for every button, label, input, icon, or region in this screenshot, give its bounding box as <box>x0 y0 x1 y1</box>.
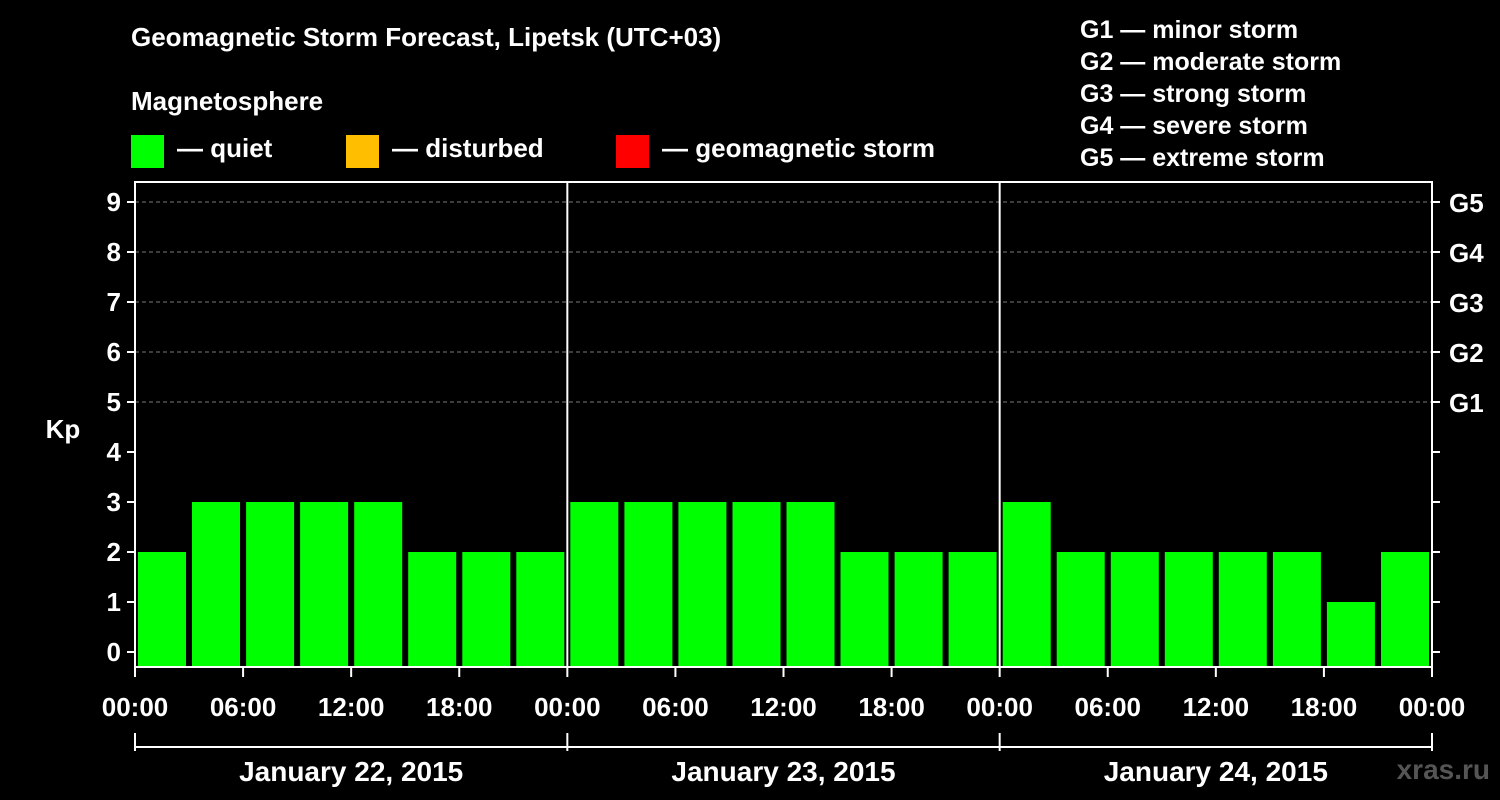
legend-swatch-storm <box>616 135 649 168</box>
y-tick-label: 6 <box>107 337 121 367</box>
x-tick-label: 06:00 <box>642 692 709 722</box>
legend-label-storm: — geomagnetic storm <box>662 133 936 163</box>
y-tick-label: 2 <box>107 537 121 567</box>
chart-title: Geomagnetic Storm Forecast, Lipetsk (UTC… <box>131 22 722 52</box>
day-label: January 24, 2015 <box>1104 756 1328 787</box>
kp-bar <box>570 502 619 667</box>
g-level-label: G5 <box>1449 188 1484 218</box>
kp-bar <box>1326 602 1375 667</box>
watermark: xras.ru <box>1396 754 1490 785</box>
storm-level-g3: G3 — strong storm <box>1080 80 1307 108</box>
legend-swatch-disturbed <box>346 135 379 168</box>
kp-bar <box>840 552 889 667</box>
kp-bar <box>138 552 186 667</box>
kp-bar <box>678 502 727 667</box>
kp-bar <box>300 502 349 667</box>
y-axis-label: Kp <box>46 414 81 444</box>
kp-bar <box>948 552 997 667</box>
kp-bar <box>1218 552 1267 667</box>
magnetosphere-heading: Magnetosphere <box>131 86 324 116</box>
kp-bar <box>516 552 565 667</box>
y-tick-label: 4 <box>107 437 122 467</box>
x-tick-label: 06:00 <box>1075 692 1142 722</box>
g-level-label: G4 <box>1449 238 1484 268</box>
kp-bar <box>1272 552 1321 667</box>
kp-bar <box>192 502 240 667</box>
x-tick-label: 12:00 <box>750 692 817 722</box>
kp-bar <box>246 502 295 667</box>
x-tick-label: 06:00 <box>210 692 277 722</box>
y-tick-label: 9 <box>107 187 121 217</box>
y-tick-label: 5 <box>107 387 121 417</box>
kp-bar <box>462 552 511 667</box>
x-tick-label: 12:00 <box>1183 692 1250 722</box>
storm-level-g4: G4 — severe storm <box>1080 112 1308 140</box>
g-level-label: G3 <box>1449 288 1484 318</box>
y-tick-label: 3 <box>107 487 121 517</box>
storm-level-g1: G1 — minor storm <box>1080 16 1299 44</box>
kp-bar <box>1110 552 1159 667</box>
kp-bar <box>1381 552 1429 667</box>
y-tick-label: 0 <box>107 637 121 667</box>
kp-bar <box>1164 552 1213 667</box>
x-tick-label: 18:00 <box>1291 692 1358 722</box>
legend-label-disturbed: — disturbed <box>392 133 544 163</box>
day-label: January 22, 2015 <box>239 756 463 787</box>
x-tick-label: 18:00 <box>426 692 493 722</box>
day-label: January 23, 2015 <box>671 756 895 787</box>
x-tick-label: 00:00 <box>1399 692 1466 722</box>
kp-bar <box>1056 552 1105 667</box>
kp-bar <box>624 502 673 667</box>
kp-bar <box>786 502 835 667</box>
kp-bar <box>732 502 781 667</box>
x-tick-label: 12:00 <box>318 692 385 722</box>
kp-bar <box>408 552 457 667</box>
y-tick-label: 8 <box>107 237 121 267</box>
g-level-label: G1 <box>1449 388 1484 418</box>
storm-level-g5: G5 — extreme storm <box>1080 144 1325 172</box>
kp-bar <box>894 552 943 667</box>
x-tick-label: 00:00 <box>966 692 1033 722</box>
g-level-label: G2 <box>1449 338 1484 368</box>
legend-swatch-quiet <box>131 135 164 168</box>
x-tick-label: 00:00 <box>102 692 169 722</box>
y-tick-label: 1 <box>107 587 121 617</box>
x-tick-label: 00:00 <box>534 692 601 722</box>
kp-bar <box>1002 502 1051 667</box>
storm-level-g2: G2 — moderate storm <box>1080 48 1342 76</box>
legend-label-quiet: — quiet <box>177 133 273 163</box>
y-tick-label: 7 <box>107 287 121 317</box>
x-tick-label: 18:00 <box>858 692 925 722</box>
storm-level-legend: G1 — minor storm G2 — moderate storm G3 … <box>1080 14 1341 174</box>
kp-bar <box>354 502 403 667</box>
